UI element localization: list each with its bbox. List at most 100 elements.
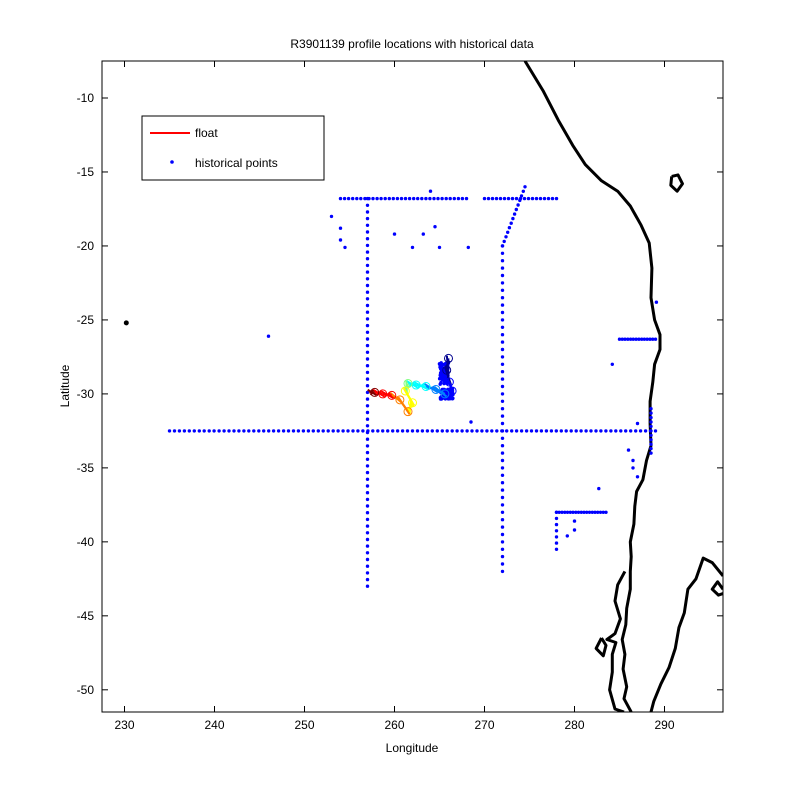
historical-point: [649, 446, 653, 451]
historical-point: [365, 537, 370, 542]
historical-point: [560, 510, 564, 514]
historical-point: [276, 429, 281, 433]
historical-points-layer: [167, 185, 659, 588]
historical-point: [365, 524, 370, 528]
historical-point: [365, 424, 370, 428]
y-tick-label: -40: [77, 535, 95, 549]
historical-point: [559, 429, 563, 433]
historical-point: [587, 510, 592, 514]
x-axis: 230 240 250 260 270 280 290: [114, 61, 675, 732]
historical-point: [512, 212, 517, 216]
historical-point: [436, 196, 440, 201]
historical-point: [311, 429, 315, 433]
historical-point: [365, 450, 370, 455]
y-tick-label: -10: [77, 91, 95, 105]
historical-point: [361, 429, 365, 433]
historical-point: [500, 569, 505, 574]
historical-point: [464, 196, 469, 201]
historical-point: [554, 429, 558, 433]
historical-point: [386, 429, 390, 433]
historical-point: [629, 429, 633, 433]
historical-point: [433, 225, 437, 229]
historical-point: [466, 245, 470, 250]
historical-point: [480, 429, 484, 433]
historical-point: [376, 429, 380, 433]
historical-point: [500, 281, 505, 285]
historical-point: [365, 303, 370, 308]
historical-point: [365, 317, 370, 321]
historical-point: [262, 429, 266, 433]
black-marker: [123, 320, 129, 326]
historical-point: [365, 230, 370, 234]
float-profile-point: [408, 398, 417, 408]
historical-point: [321, 429, 325, 433]
historical-point: [518, 198, 522, 203]
historical-point: [486, 196, 491, 201]
historical-point: [565, 534, 569, 538]
historical-point: [440, 429, 444, 433]
historical-point: [296, 429, 301, 433]
historical-point: [649, 442, 653, 446]
historical-point: [365, 277, 370, 281]
historical-point: [572, 519, 577, 523]
historical-point: [579, 429, 583, 433]
historical-point: [554, 547, 559, 551]
historical-point: [177, 429, 182, 433]
historical-point: [596, 510, 600, 514]
historical-point: [281, 429, 286, 433]
historical-point: [649, 420, 653, 424]
historical-point: [640, 337, 644, 341]
historical-point: [470, 429, 474, 433]
historical-point: [448, 196, 452, 201]
historical-point: [500, 325, 505, 329]
historical-point: [365, 290, 370, 294]
historical-point: [530, 196, 535, 201]
x-tick-label: 260: [384, 718, 404, 732]
historical-point: [331, 429, 335, 433]
historical-point: [514, 196, 519, 201]
historical-point: [500, 473, 505, 477]
historical-point: [351, 429, 355, 433]
coastline-segment: [710, 580, 723, 597]
historical-point: [346, 429, 350, 433]
historical-point: [506, 230, 510, 234]
historical-point: [365, 216, 370, 221]
historical-point: [523, 185, 527, 189]
historical-point: [336, 429, 340, 433]
historical-point: [252, 429, 256, 433]
historical-point: [500, 355, 505, 359]
historical-point: [649, 433, 653, 437]
historical-point: [511, 216, 515, 221]
historical-point: [554, 535, 559, 539]
misc-marker-layer: [123, 320, 129, 326]
historical-point: [649, 407, 653, 411]
historical-point: [450, 429, 454, 433]
historical-point: [424, 196, 428, 201]
historical-point: [343, 245, 347, 250]
historical-point: [594, 429, 598, 433]
x-tick-label: 250: [294, 718, 314, 732]
historical-point: [599, 429, 603, 433]
historical-point: [421, 232, 425, 236]
historical-point: [365, 564, 370, 568]
historical-point: [342, 196, 347, 201]
historical-point: [500, 310, 505, 315]
historical-point: [379, 196, 383, 201]
historical-point: [642, 337, 647, 341]
historical-point: [271, 429, 276, 433]
historical-point: [526, 196, 531, 201]
historical-point: [387, 196, 391, 201]
historical-point: [490, 196, 495, 201]
historical-point: [631, 337, 635, 341]
historical-point: [455, 429, 459, 433]
historical-point: [197, 429, 201, 433]
historical-point: [500, 436, 505, 440]
historical-point: [437, 245, 442, 250]
float-track-layer: [367, 353, 457, 417]
historical-point: [227, 429, 231, 433]
historical-point: [452, 196, 456, 201]
historical-point: [346, 196, 351, 201]
historical-point: [316, 429, 320, 433]
coastline-segment: [523, 61, 662, 712]
